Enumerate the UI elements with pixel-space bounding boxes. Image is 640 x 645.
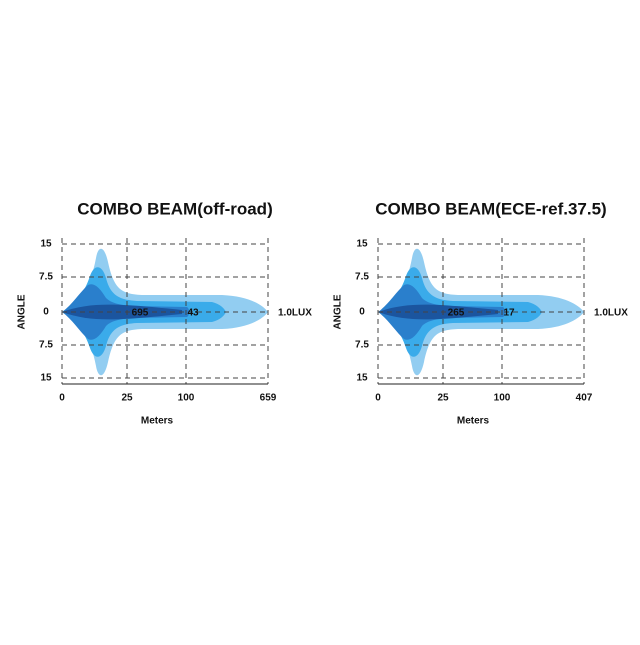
y-label: 0 [359,307,365,318]
x-axis-label: Meters [141,416,174,427]
beam-label: 17 [503,308,515,319]
lux-label: 1.0LUX [594,308,628,319]
y-label: 7.5 [355,272,369,283]
y-label: 7.5 [39,340,53,351]
y-label: 15 [40,239,52,250]
lux-label: 1.0LUX [278,308,312,319]
x-label: 0 [59,393,65,404]
y-label: 15 [356,239,368,250]
y-label: 0 [43,307,49,318]
y-axis-label: ANGLE [17,294,28,329]
y-axis-label: ANGLE [333,294,344,329]
x-label: 0 [375,393,381,404]
x-label: 100 [494,393,511,404]
panel-title: COMBO BEAM(off-road) [77,199,272,218]
beam-label: 695 [132,308,149,319]
panel-title: COMBO BEAM(ECE-ref.37.5) [375,199,606,218]
y-label: 15 [356,373,368,384]
beam-label: 265 [448,308,465,319]
panel: COMBO BEAM(ECE-ref.37.5) ANGLE 15 7.5 0 7.5 15… [333,199,629,426]
beam-label: 43 [187,308,199,319]
x-label: 407 [576,393,593,404]
x-label: 25 [121,393,133,404]
y-label: 7.5 [355,340,369,351]
x-label: 659 [260,393,277,404]
x-label: 100 [178,393,195,404]
x-label: 25 [437,393,449,404]
panel: COMBO BEAM(off-road) ANGLE 15 7.5 0 7.5 15 0 25 1… [17,199,313,426]
y-label: 15 [40,373,52,384]
y-label: 7.5 [39,272,53,283]
x-axis-label: Meters [457,416,490,427]
